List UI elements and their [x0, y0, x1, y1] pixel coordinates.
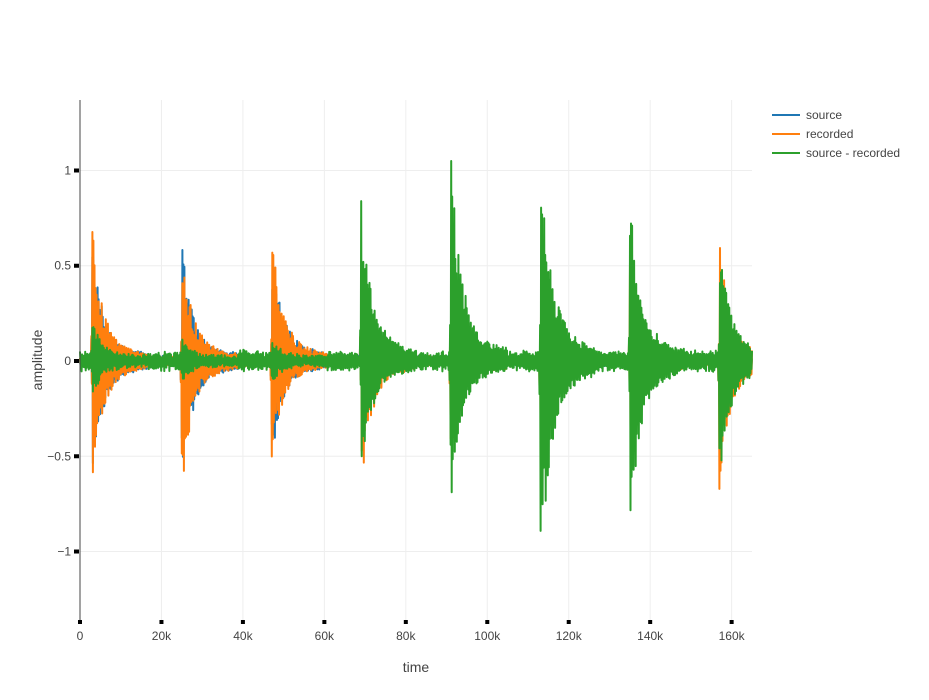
legend-label: source - recorded	[806, 146, 900, 160]
y-tick-mark	[74, 168, 79, 173]
series-line-2	[79, 160, 753, 532]
x-tick-mark	[78, 620, 82, 624]
y-tick-label: 1	[64, 163, 71, 177]
x-axis-title: time	[403, 659, 430, 675]
x-tick-mark	[240, 620, 245, 624]
y-tick-mark	[74, 263, 79, 268]
y-tick-label: −1	[57, 545, 71, 559]
x-tick-label: 60k	[315, 629, 335, 643]
x-tick-label: 100k	[474, 629, 501, 643]
x-tick-mark	[485, 620, 490, 624]
x-tick-label: 160k	[719, 629, 746, 643]
y-tick-label: 0.5	[54, 259, 71, 273]
legend: source recorded source - recorded	[772, 108, 900, 160]
series-layer	[79, 160, 753, 532]
y-axis-title: amplitude	[29, 329, 45, 390]
y-tick-mark	[74, 454, 79, 459]
x-tick-label: 40k	[233, 629, 253, 643]
legend-label: recorded	[806, 127, 853, 141]
x-tick-label: 20k	[152, 629, 172, 643]
y-tick-label: 0	[64, 354, 71, 368]
legend-label: source	[806, 108, 842, 122]
x-tick-label: 140k	[637, 629, 664, 643]
x-tick-label: 120k	[556, 629, 583, 643]
y-tick-mark	[74, 359, 79, 363]
x-tick-mark	[322, 620, 327, 624]
y-tick-label: −0.5	[47, 449, 71, 463]
x-tick-label: 80k	[396, 629, 416, 643]
axes: 0 20k 40k 60k 80k 100k 120k 140k 160k 1 0.5 0 −0.5 −1	[47, 100, 746, 643]
x-tick-mark	[729, 620, 734, 624]
x-tick-mark	[403, 620, 408, 624]
x-tick-mark	[566, 620, 571, 624]
x-tick-mark	[648, 620, 653, 624]
x-tick-label: 0	[77, 629, 84, 643]
x-tick-mark	[159, 620, 164, 624]
y-tick-mark	[74, 549, 79, 554]
